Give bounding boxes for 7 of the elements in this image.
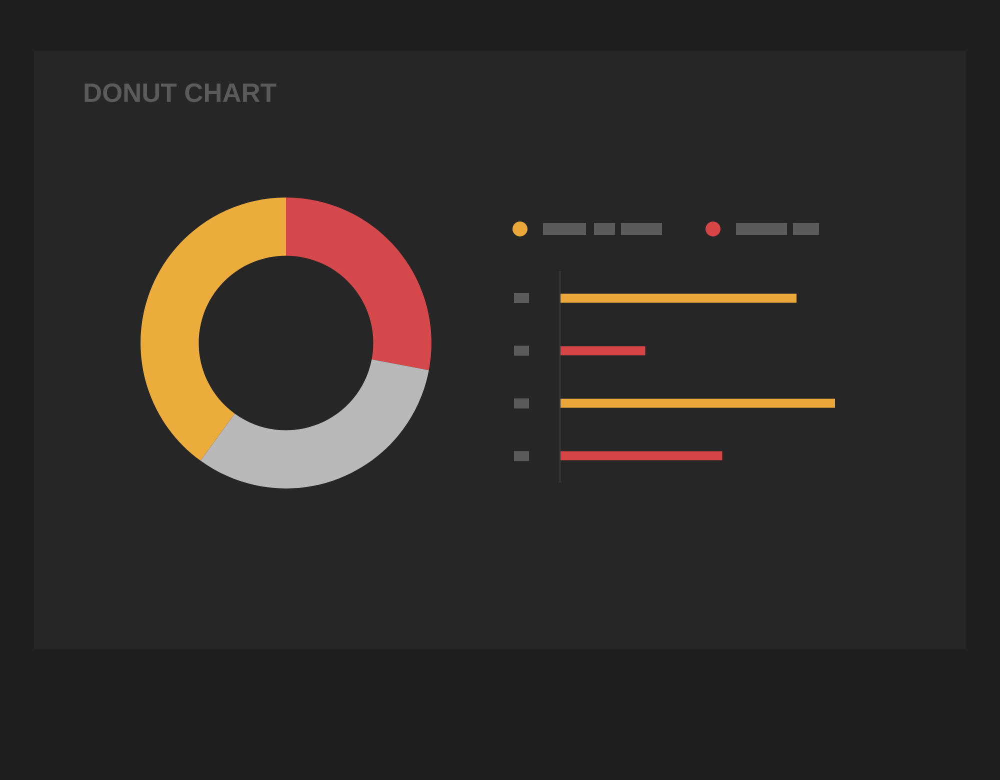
bar	[560, 451, 722, 460]
bar	[560, 398, 835, 408]
bar	[560, 346, 646, 356]
donut-slice	[286, 198, 432, 370]
donut-slice	[200, 359, 429, 488]
donut-slice	[140, 198, 286, 461]
bar	[560, 294, 796, 303]
